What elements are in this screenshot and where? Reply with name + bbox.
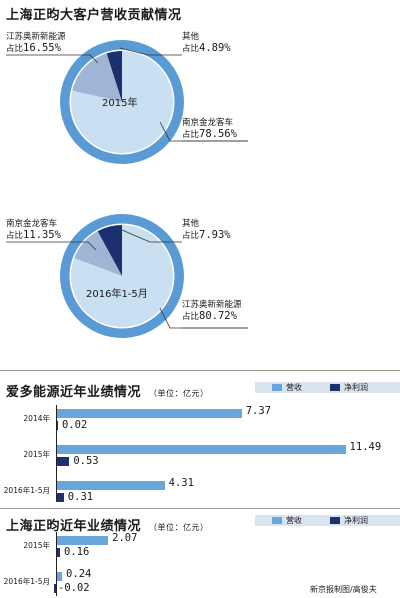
bar1-title: 爱多能源近年业绩情况 （单位：亿元） — [6, 385, 209, 400]
pie1-leader-3 — [159, 121, 248, 142]
pie1-label-jiangsu: 江苏奥新新能源 占比16.55% — [6, 32, 66, 54]
bar1-revenue-bar — [56, 481, 165, 490]
pie2-label-nanjing: 南京金龙客车 占比11.35% — [6, 219, 61, 241]
bar2-legend-profit-swatch — [330, 517, 340, 524]
bar1-profit-value: 0.31 — [67, 491, 94, 503]
pie2-slice-2 — [97, 225, 122, 276]
pie-chart-2015 — [6, 40, 248, 164]
bar1-category-label: 2015年 — [23, 450, 50, 459]
bar1-revenue-value: 4.31 — [168, 477, 194, 489]
pie2-label-other: 其他 占比7.93% — [182, 219, 231, 241]
bar2-category-label: 2015年 — [23, 541, 50, 550]
bar1-legend-profit: 净利润 — [344, 383, 368, 392]
bar1-legend — [255, 382, 400, 393]
pie2-center-label: 2016年1-5月 — [86, 289, 148, 300]
bar1-legend-revenue-swatch — [272, 384, 282, 391]
bar2-legend-profit: 净利润 — [344, 516, 368, 525]
section-divider-2 — [0, 508, 400, 509]
bar1-axis-line — [56, 405, 57, 500]
pie1-center-label: 2015年 — [102, 98, 138, 109]
pie1-label-nanjing: 南京金龙客车 占比78.56% — [182, 118, 237, 140]
pie1-slice-0 — [71, 51, 173, 153]
bar2-profit-bar — [56, 548, 61, 557]
credit-text: 新京报制图/高俊夫 — [310, 585, 377, 594]
pie1-slice-1 — [72, 53, 122, 102]
pie2-leader-0 — [6, 241, 97, 251]
bar2-profit-bar — [54, 584, 56, 593]
pie2-leader-1 — [121, 229, 182, 243]
bar2-legend-revenue: 营收 — [286, 516, 302, 525]
bar1-revenue-value: 7.37 — [245, 405, 272, 417]
bar1-profit-bar — [56, 457, 70, 466]
bar1-category-label: 2016年1-5月 — [3, 486, 50, 495]
section-divider-1 — [0, 370, 400, 371]
bar2-legend — [255, 515, 400, 526]
bar1-profit-bar — [56, 493, 64, 502]
bar1-profit-bar — [56, 421, 58, 430]
bar1-category-label: 2014年 — [23, 414, 50, 423]
bar2-revenue-bar — [56, 536, 109, 545]
bar2-legend-revenue-swatch — [272, 517, 282, 524]
bar1-profit-value: 0.02 — [62, 419, 88, 431]
bar1-profit-value: 0.53 — [73, 455, 99, 467]
bar2-revenue-bar — [56, 572, 63, 581]
bar1-revenue-bar — [56, 409, 242, 418]
bar2-title: 上海正昀近年业绩情况 （单位：亿元） — [6, 519, 209, 534]
pie1-slice-2 — [106, 51, 122, 102]
pie2-slice-1 — [74, 231, 122, 276]
pie2-label-jiangsu: 江苏奥新新能源 占比80.72% — [182, 300, 242, 322]
bar2-profit-value: -0.02 — [58, 582, 90, 594]
pie1-leader-0 — [6, 54, 99, 64]
bar2-revenue-value: 0.24 — [66, 568, 92, 580]
pie1-label-other: 其他 占比4.89% — [182, 32, 231, 54]
pie1-leader-1 — [119, 47, 182, 56]
bar2-profit-value: 0.16 — [64, 546, 90, 558]
bar2-revenue-value: 2.07 — [112, 532, 138, 544]
bar2-category-label: 2016年1-5月 — [3, 577, 50, 586]
pie2-leader-3 — [159, 307, 248, 329]
pie-chart-2016 — [6, 214, 248, 338]
bar1-legend-revenue: 营收 — [286, 383, 302, 392]
bar1-legend-profit-swatch — [330, 384, 340, 391]
bar1-revenue-bar — [56, 445, 346, 454]
bar1-revenue-value: 11.49 — [349, 441, 382, 453]
pie1-title: 上海正昀大客户营收贡献情况 — [6, 8, 182, 23]
bar2-axis-line — [56, 532, 57, 596]
pie2-slice-0 — [71, 225, 174, 327]
